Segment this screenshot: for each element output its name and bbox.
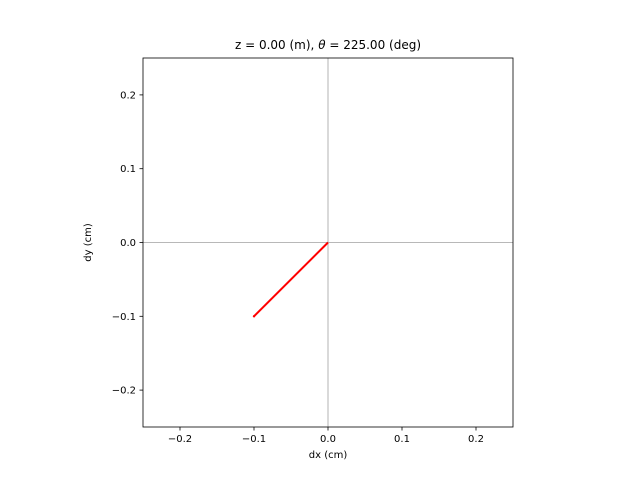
x-tick-label: −0.1 xyxy=(242,434,266,445)
y-tick-label: −0.1 xyxy=(112,312,136,323)
series-layer xyxy=(252,241,329,318)
title-prefix: z = 0.00 (m), xyxy=(235,38,318,52)
title-symbol: θ xyxy=(318,38,326,52)
x-tick-label: 0.0 xyxy=(320,434,336,445)
y-tick-label: −0.2 xyxy=(112,386,136,397)
y-axis-ticks: −0.2 −0.1 0.0 0.1 0.2 xyxy=(112,90,143,397)
y-tick-label: 0.0 xyxy=(120,238,136,249)
x-tick-label: −0.2 xyxy=(168,434,192,445)
chart-title: z = 0.00 (m), θ = 225.00 (deg) xyxy=(235,38,421,52)
x-tick-label: 0.1 xyxy=(394,434,410,445)
x-axis-ticks: −0.2 −0.1 0.0 0.1 0.2 xyxy=(168,427,484,445)
x-axis-label: dx (cm) xyxy=(309,450,348,461)
y-axis-label: dy (cm) xyxy=(83,223,94,262)
y-tick-label: 0.2 xyxy=(120,90,136,101)
y-tick-label: 0.1 xyxy=(120,164,136,175)
series-line-0 xyxy=(253,241,329,318)
x-tick-label: 0.2 xyxy=(468,434,484,445)
title-suffix: = 225.00 (deg) xyxy=(326,38,421,52)
series-endpoint-0 xyxy=(252,315,256,318)
